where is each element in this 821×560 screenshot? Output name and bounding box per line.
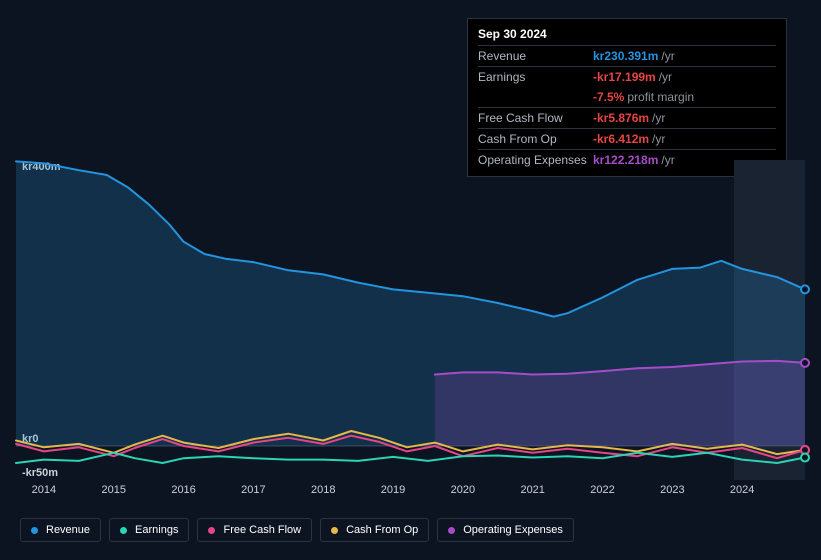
x-axis-label: 2018 bbox=[311, 484, 335, 496]
tooltip-extra: profit margin bbox=[627, 88, 694, 106]
tooltip-unit: /yr bbox=[652, 109, 665, 127]
x-axis-label: 2022 bbox=[590, 484, 614, 496]
x-axis-label: 2024 bbox=[730, 484, 754, 496]
legend-dot bbox=[331, 527, 338, 534]
tooltip-label bbox=[478, 88, 593, 106]
legend-item-cashop[interactable]: Cash From Op bbox=[320, 518, 429, 542]
x-axis-label: 2019 bbox=[381, 484, 405, 496]
legend-dot bbox=[208, 527, 215, 534]
tooltip-value: -kr5.876m bbox=[593, 109, 649, 127]
tooltip-row: -7.5%profit margin bbox=[478, 87, 776, 107]
chart-svg bbox=[16, 160, 805, 480]
legend-label: Operating Expenses bbox=[463, 524, 563, 536]
tooltip-unit: /yr bbox=[659, 68, 672, 86]
tooltip-label: Revenue bbox=[478, 47, 593, 65]
legend-dot bbox=[448, 527, 455, 534]
tooltip-label: Free Cash Flow bbox=[478, 109, 593, 127]
tooltip-label: Earnings bbox=[478, 68, 593, 86]
tooltip-value: -kr17.199m bbox=[593, 68, 656, 86]
chart-tooltip: Sep 30 2024 Revenuekr230.391m/yrEarnings… bbox=[467, 18, 787, 177]
tooltip-value: -kr6.412m bbox=[593, 130, 649, 148]
tooltip-date: Sep 30 2024 bbox=[478, 25, 776, 45]
tooltip-row: Revenuekr230.391m/yr bbox=[478, 45, 776, 66]
x-axis-label: 2014 bbox=[32, 484, 56, 496]
legend-item-fcf[interactable]: Free Cash Flow bbox=[197, 518, 312, 542]
x-axis-label: 2023 bbox=[660, 484, 684, 496]
chart-area bbox=[16, 160, 805, 480]
tooltip-label: Cash From Op bbox=[478, 130, 593, 148]
legend-dot bbox=[120, 527, 127, 534]
x-axis-label: 2020 bbox=[451, 484, 475, 496]
legend-dot bbox=[31, 527, 38, 534]
x-axis-label: 2021 bbox=[520, 484, 544, 496]
tooltip-row: Free Cash Flow-kr5.876m/yr bbox=[478, 107, 776, 128]
legend-item-opex[interactable]: Operating Expenses bbox=[437, 518, 574, 542]
legend-label: Earnings bbox=[135, 524, 178, 536]
x-axis-label: 2015 bbox=[102, 484, 126, 496]
x-axis-label: 2016 bbox=[171, 484, 195, 496]
tooltip-unit: /yr bbox=[661, 47, 674, 65]
legend-item-earnings[interactable]: Earnings bbox=[109, 518, 189, 542]
legend-item-revenue[interactable]: Revenue bbox=[20, 518, 101, 542]
legend: Revenue Earnings Free Cash Flow Cash From O… bbox=[20, 518, 574, 542]
x-axis-label: 2017 bbox=[241, 484, 265, 496]
tooltip-value: -7.5% bbox=[593, 88, 624, 106]
legend-label: Free Cash Flow bbox=[223, 524, 301, 536]
legend-label: Cash From Op bbox=[346, 524, 418, 536]
tooltip-value: kr230.391m bbox=[593, 47, 658, 65]
legend-label: Revenue bbox=[46, 524, 90, 536]
x-axis: 2014 2015 2016 2017 2018 2019 2020 2021 2022 2023… bbox=[16, 484, 805, 500]
tooltip-row: Cash From Op-kr6.412m/yr bbox=[478, 128, 776, 149]
tooltip-unit: /yr bbox=[652, 130, 665, 148]
tooltip-row: Earnings-kr17.199m/yr bbox=[478, 66, 776, 87]
